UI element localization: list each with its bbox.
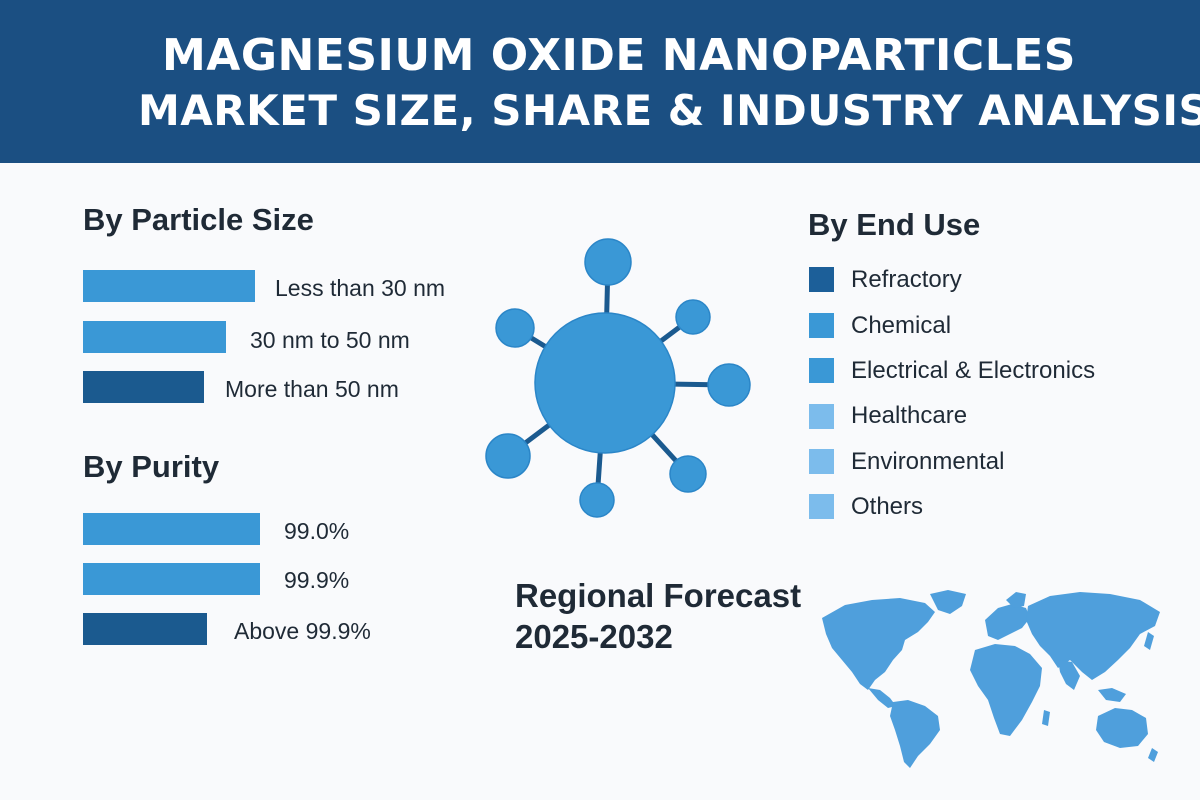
africa-shape	[970, 644, 1042, 736]
south-america-shape	[890, 700, 940, 768]
central-america-shape	[868, 688, 896, 708]
end-use-label-refractory: Refractory	[851, 266, 962, 293]
page-title-line-2: MARKET SIZE, SHARE & INDUSTRY ANALYSIS	[138, 86, 1200, 135]
regional-forecast-title: Regional Forecast	[515, 577, 802, 614]
purity-label-99-0: 99.0%	[284, 518, 350, 544]
purity-bar-above-99-9	[83, 613, 207, 645]
particle-size-label-more-than-50: More than 50 nm	[225, 376, 399, 402]
southeast-asia-shape	[1098, 688, 1126, 702]
nanoparticle-molecule-icon	[485, 238, 751, 518]
purity-bar-99-0	[83, 513, 260, 545]
end-use-label-healthcare: Healthcare	[851, 402, 968, 429]
scandinavia-shape	[1006, 592, 1026, 608]
end-use-label-electrical: Electrical & Electronics	[851, 357, 1096, 384]
end-use-swatch-chemical	[809, 313, 834, 338]
new-zealand-shape	[1148, 748, 1158, 762]
north-america-shape	[822, 598, 935, 690]
end-use-swatch-electrical	[809, 358, 834, 383]
header-banner: MAGNESIUM OXIDE NANOPARTICLES MARKET SIZ…	[0, 0, 1200, 163]
particle-size-bar-less-than-30	[83, 270, 255, 302]
end-use-swatch-refractory	[809, 267, 834, 292]
asia-shape	[1026, 592, 1160, 680]
purity-label-above-99-9: Above 99.9%	[234, 618, 371, 644]
particle-size-label-less-than-30: Less than 30 nm	[275, 275, 446, 301]
particle-size-label-30-to-50: 30 nm to 50 nm	[250, 327, 410, 353]
world-map-icon	[822, 590, 1160, 768]
end-use-title: By End Use	[808, 207, 981, 242]
particle-size-bar-30-to-50	[83, 321, 226, 353]
japan-shape	[1144, 632, 1154, 650]
page-title-line-1: MAGNESIUM OXIDE NANOPARTICLES	[162, 30, 1076, 81]
purity-title: By Purity	[83, 449, 220, 484]
end-use-label-others: Others	[851, 493, 924, 520]
purity-label-99-9: 99.9%	[284, 567, 350, 593]
europe-shape	[985, 604, 1030, 640]
end-use-label-chemical: Chemical	[851, 312, 952, 339]
greenland-shape	[930, 590, 966, 614]
particle-size-bar-more-than-50	[83, 371, 204, 403]
regional-forecast-years: 2025-2032	[515, 618, 673, 655]
end-use-swatch-others	[809, 494, 834, 519]
particle-size-title: By Particle Size	[83, 202, 314, 237]
madagascar-shape	[1042, 710, 1050, 726]
end-use-swatch-environmental	[809, 449, 834, 474]
purity-bar-99-9	[83, 563, 260, 595]
end-use-swatch-healthcare	[809, 404, 834, 429]
end-use-label-environmental: Environmental	[851, 448, 1005, 475]
australia-shape	[1096, 708, 1148, 748]
india-shape	[1058, 660, 1080, 690]
